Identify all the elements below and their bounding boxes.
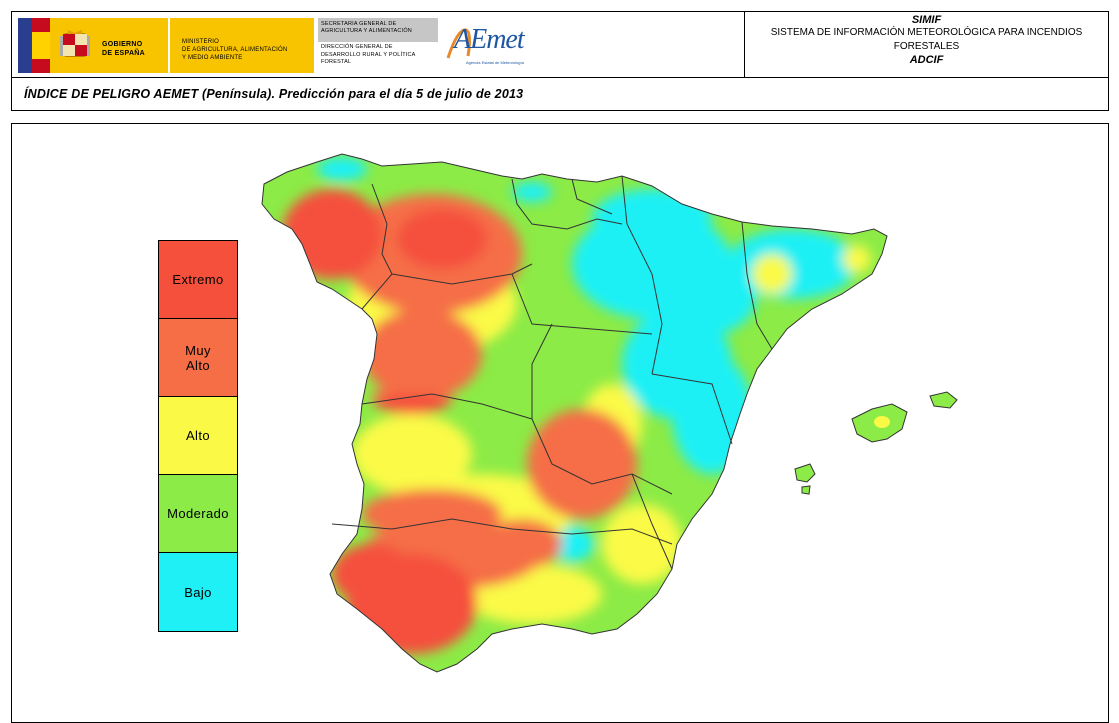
system-info: SIMIF SISTEMA DE INFORMACIÓN METEOROLÓGI… [745,12,1108,78]
ministerio-text: MINISTERIO DE AGRICULTURA, ALIMENTACIÓN … [182,39,288,61]
legend-item-muy-alto: Muy Alto [159,319,237,397]
legend-item-bajo: Bajo [159,553,237,631]
map-panel: Extremo Muy Alto Alto Moderado Bajo [11,123,1109,723]
legend-item-extremo: Extremo [159,241,237,319]
title-bar: ÍNDICE DE PELIGRO AEMET (Península). Pre… [11,78,1109,111]
aemet-logo-text: AEmet [454,24,525,55]
region-borders [261,153,888,673]
system-acronym: ADCIF [909,54,944,66]
header: GOBIERNO DE ESPAÑA MINISTERIO DE AGRICUL… [11,11,1109,78]
aemet-subtitle: Agencia Estatal de Meteorología [466,60,524,65]
header-divider [744,12,745,78]
legend-item-moderado: Moderado [159,475,237,553]
legend-item-alto: Alto [159,397,237,475]
spain-fire-danger-map [261,153,958,673]
map-legend: Extremo Muy Alto Alto Moderado Bajo [158,240,238,632]
balearic-islands [794,391,958,495]
map-title: ÍNDICE DE PELIGRO AEMET (Península). Pre… [24,87,524,101]
secretaria-text: SECRETARIA GENERAL DE AGRICULTURA Y ALIM… [321,21,412,34]
aemet-logo: AEmet Agencia Estatal de Meteorología [444,24,544,70]
spain-flag-logo [18,18,50,73]
direccion-general-text: DIRECCIÓN GENERAL DE DESARROLLO RURAL Y … [321,44,416,65]
secretaria-bg [318,18,438,42]
system-name-line-2: FORESTALES [893,41,960,52]
ministerio-logo-bg [170,18,314,73]
coat-of-arms-icon [60,30,90,57]
system-name-line-1: SISTEMA DE INFORMACIÓN METEOROLÓGICA PAR… [770,27,1083,38]
institutional-logos: GOBIERNO DE ESPAÑA MINISTERIO DE AGRICUL… [18,18,736,73]
system-title: SIMIF [911,14,942,26]
gobierno-text: GOBIERNO DE ESPAÑA [102,41,146,57]
